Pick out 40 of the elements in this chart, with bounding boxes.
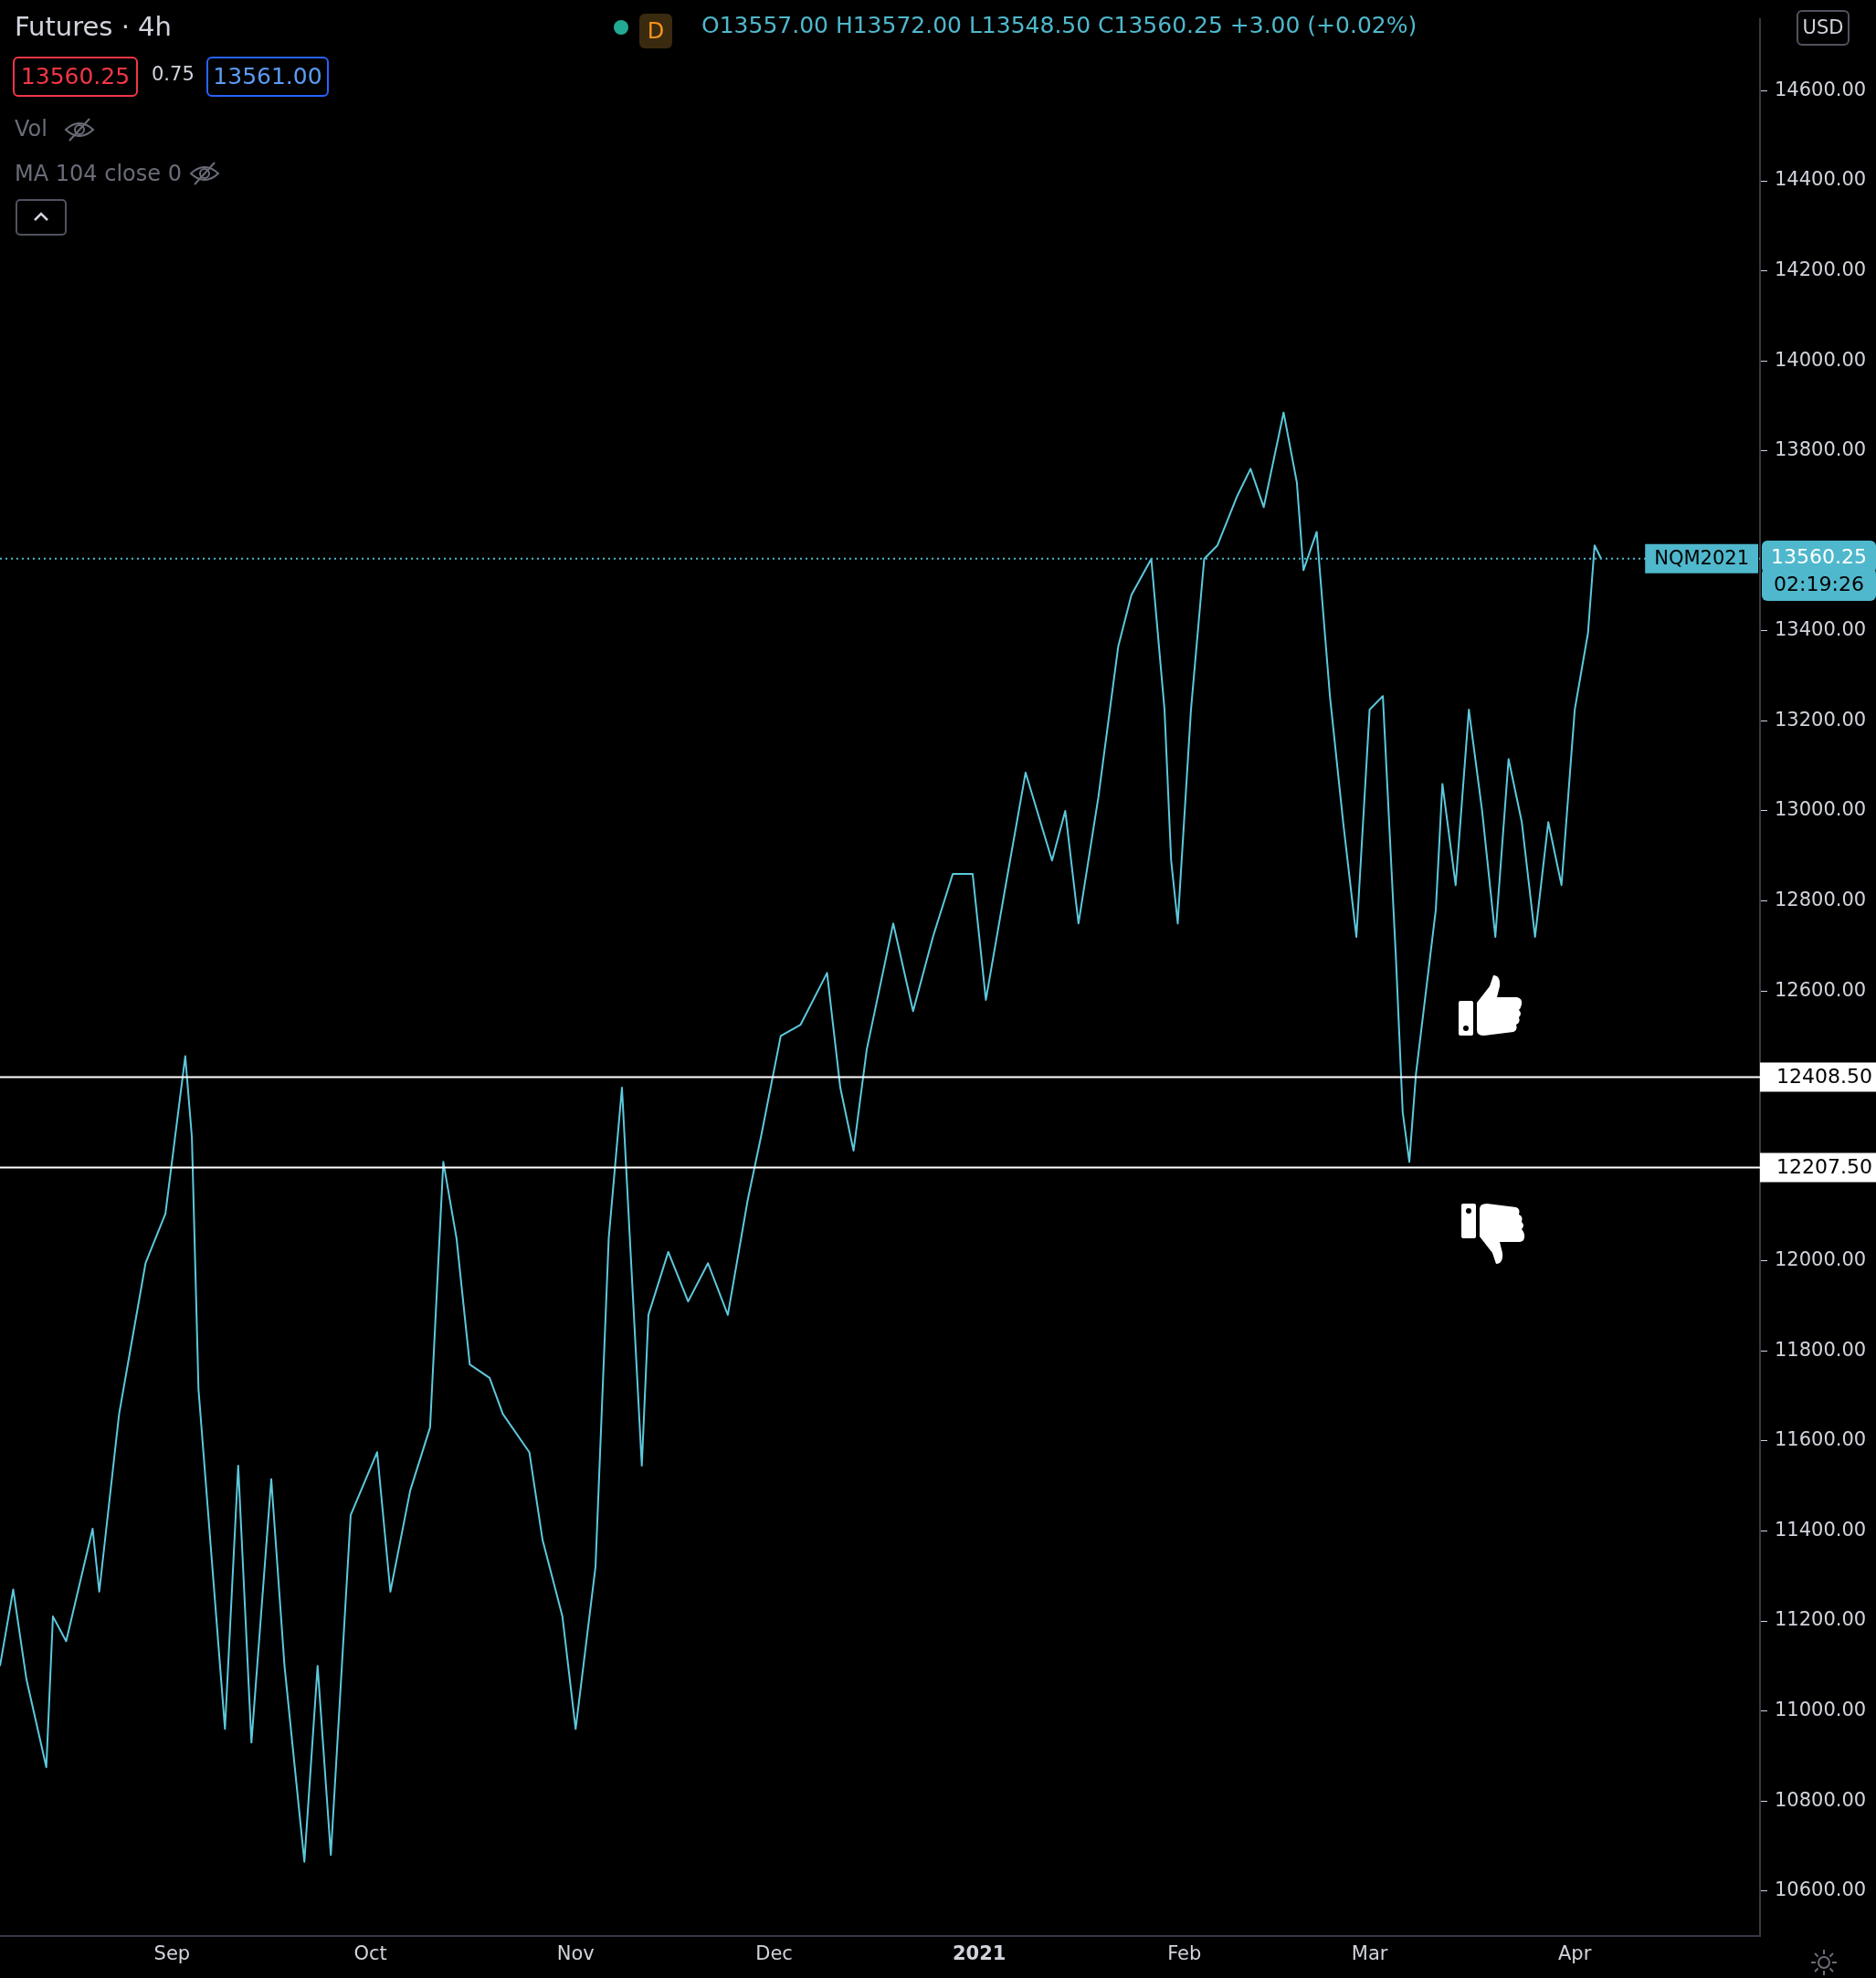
y-tick-label: 13000.00 — [1775, 798, 1867, 821]
y-tick-label: 11600.00 — [1775, 1428, 1867, 1451]
annotation: Vol — [15, 116, 47, 142]
y-tick-label: 11000.00 — [1775, 1699, 1867, 1721]
y-tick-label: 14000.00 — [1775, 348, 1867, 371]
y-tick-label: 12800.00 — [1775, 888, 1867, 910]
ref-line-label: 12207.50 — [1776, 1155, 1872, 1179]
x-tick-label: Oct — [353, 1942, 387, 1965]
annotation: D — [639, 14, 672, 49]
text: 13560.25 — [1762, 541, 1876, 574]
y-tick-label: 13800.00 — [1775, 438, 1867, 461]
y-tick-label: 10600.00 — [1775, 1878, 1867, 1901]
annotation: 13560.25 — [13, 57, 138, 97]
x-tick-label: Dec — [755, 1942, 793, 1965]
annotation: O13557.00 H13572.00 L13548.50 C13560.25 +3.00 (+0.02%) — [701, 12, 1418, 38]
x-tick-label: Sep — [153, 1942, 191, 1965]
ref-line-label: 12408.50 — [1776, 1065, 1872, 1089]
y-tick-label: 14200.00 — [1775, 258, 1867, 281]
y-tick-label: 11800.00 — [1775, 1338, 1867, 1361]
annotation: 13561.00 — [206, 57, 329, 97]
x-tick-label: Apr — [1557, 1942, 1592, 1965]
y-tick-label: 12600.00 — [1775, 978, 1867, 1001]
x-tick-label: Mar — [1351, 1942, 1388, 1965]
y-tick-label: 12000.00 — [1775, 1248, 1867, 1271]
annotation: 0.75 — [152, 63, 195, 86]
chart-title: Futures · 4h — [15, 11, 172, 42]
y-tick-label: 11400.00 — [1775, 1518, 1867, 1541]
y-tick-label: 14400.00 — [1775, 168, 1867, 191]
y-tick-label: 10800.00 — [1775, 1788, 1867, 1811]
text: USD — [1797, 10, 1850, 47]
x-tick-label: 2021 — [952, 1942, 1007, 1965]
y-tick-label: 14600.00 — [1775, 78, 1867, 100]
y-tick-label: 13400.00 — [1775, 618, 1867, 641]
x-tick-label: Feb — [1167, 1942, 1202, 1965]
text: 02:19:26 — [1762, 568, 1876, 602]
x-tick-label: Nov — [556, 1942, 595, 1965]
annotation: MA 104 close 0 — [15, 161, 182, 186]
y-tick-label: 13200.00 — [1775, 708, 1867, 731]
ref-line-label: NQM2021 — [1654, 547, 1750, 570]
y-tick-label: 11200.00 — [1775, 1608, 1867, 1631]
